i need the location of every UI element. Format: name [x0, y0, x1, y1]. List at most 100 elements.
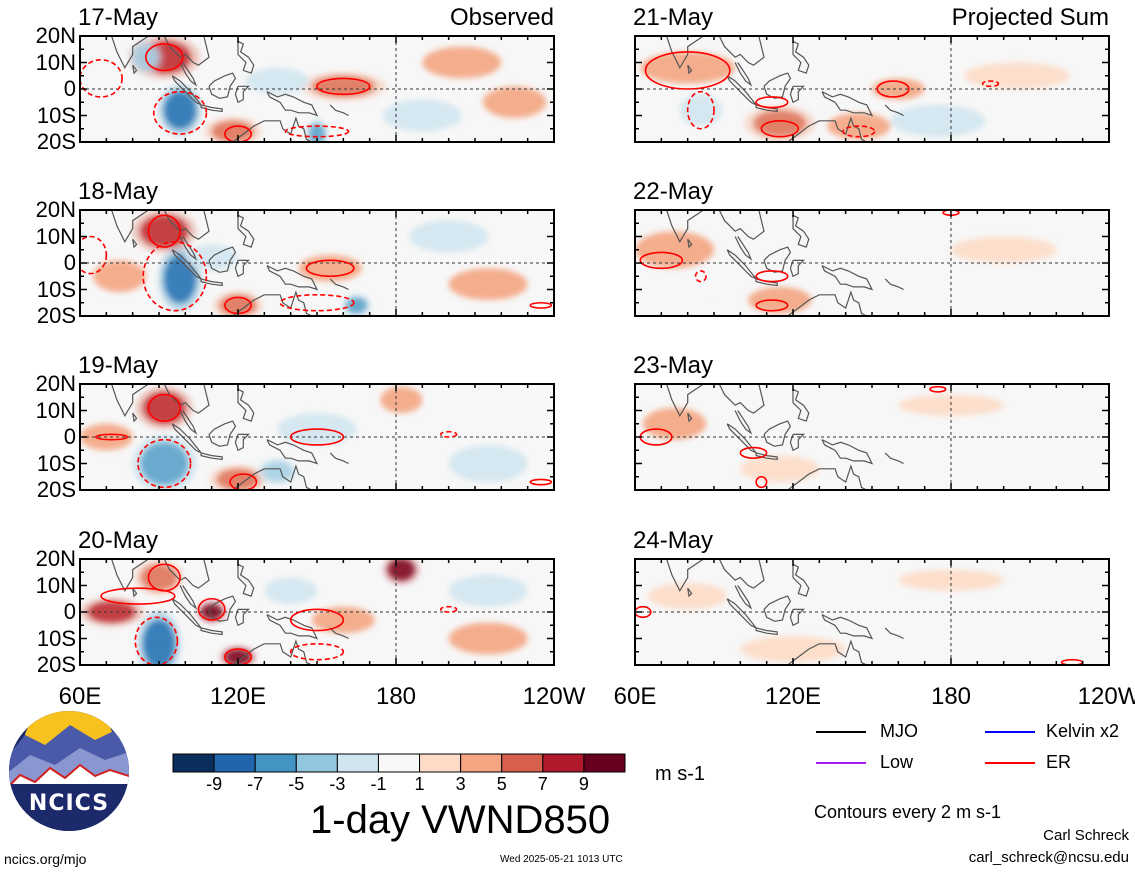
panel-corner-label: Projected Sum	[951, 4, 1109, 31]
contour-er	[142, 241, 208, 312]
coastlines	[666, 559, 904, 665]
lat-tick-label: 10S	[36, 625, 76, 651]
lat-tick-label: 20S	[36, 129, 76, 154]
logo-text: NCICS	[29, 791, 109, 816]
coastline-sumatra	[171, 249, 202, 280]
colorbar-swatch	[460, 753, 503, 773]
colorbar-tick-label: 3	[455, 774, 466, 794]
anomaly-blob	[448, 444, 528, 483]
legend-label-low: Low	[880, 752, 914, 772]
contour-er	[316, 77, 371, 96]
anomaly-halo	[209, 465, 267, 490]
coastline-australia-north	[231, 116, 312, 142]
anomaly-field	[111, 23, 547, 142]
anomaly-blob	[380, 386, 423, 414]
lat-tick-label: 20N	[35, 23, 76, 48]
colorbar-swatch	[542, 753, 585, 773]
coastlines	[111, 23, 349, 142]
lat-tick-label: 20N	[35, 371, 76, 396]
anomaly-field	[642, 384, 1004, 490]
anomaly-halo	[383, 559, 420, 584]
anomaly-blob	[890, 278, 986, 311]
anomaly-blob	[264, 577, 317, 605]
panel-title: 24-May	[633, 527, 714, 554]
panel-ticks	[79, 35, 555, 143]
coastline-australia-north	[786, 639, 867, 665]
coastline-philippines	[237, 388, 255, 422]
panel-21-May	[634, 35, 1110, 143]
coastline-australia-north	[786, 290, 867, 316]
colorbar-swatch	[254, 753, 297, 773]
coastline-australia-north	[231, 639, 312, 665]
coastline-india-coast	[666, 210, 704, 244]
anomaly-field	[80, 384, 528, 490]
coastline-malay-peninsula	[179, 410, 198, 435]
lat-tick-label: 10N	[35, 397, 76, 423]
legend-label-mjo: MJO	[880, 721, 918, 741]
panel-ticks	[634, 383, 1110, 491]
coastline-taiwan	[239, 197, 243, 205]
lat-tick-label: 0	[63, 76, 76, 101]
lon-tick-label: 120E	[764, 683, 822, 710]
contour-er	[224, 125, 252, 142]
contour-er	[289, 642, 345, 661]
colorbar-units: m s-1	[655, 763, 705, 785]
coastline-solomon-islands	[329, 278, 349, 291]
coastline-new-guinea	[821, 91, 874, 117]
contours	[100, 563, 458, 665]
panel-19-May	[79, 383, 555, 491]
anomaly-blob	[382, 99, 462, 132]
contours	[639, 210, 960, 312]
panel-title: 22-May	[633, 178, 714, 205]
lat-tick-label: 20S	[36, 652, 76, 677]
coastline-sumatra	[726, 598, 757, 629]
coastline-sumatra	[726, 249, 757, 280]
panel-ticks	[634, 35, 1110, 143]
coastline-sulawesi	[789, 608, 805, 627]
colorbar-swatch	[419, 753, 462, 773]
coastline-sulawesi	[234, 85, 250, 104]
anomaly-blobs	[128, 36, 547, 142]
anomaly-halo	[134, 559, 184, 596]
colorbar-tick-label: -5	[288, 774, 305, 794]
anomaly-halo	[213, 291, 263, 316]
anomaly-halo	[204, 117, 262, 142]
anomaly-blob	[245, 67, 310, 95]
coastline-new-guinea	[266, 614, 319, 640]
coastline-new-guinea	[821, 614, 874, 640]
anomaly-blob	[687, 263, 741, 290]
contour-er	[289, 608, 345, 632]
coastline-solomon-islands	[884, 627, 904, 640]
colorbar-tick-label: 7	[537, 774, 548, 794]
panel-ticks	[634, 558, 1110, 666]
panel-title: 21-May	[633, 4, 714, 31]
contour-er	[755, 475, 768, 489]
panel-20-May	[79, 558, 555, 666]
anomaly-halo	[744, 105, 816, 142]
contour-er	[842, 125, 876, 138]
coastline-philippines	[792, 563, 810, 597]
coastline-indochina-coast	[163, 384, 210, 414]
coastline-malay-peninsula	[734, 236, 753, 261]
coastline-java	[200, 104, 223, 113]
contour-er	[755, 270, 789, 283]
anomaly-blobs	[80, 386, 528, 490]
lat-tick-label: 10N	[35, 223, 76, 249]
anomaly-halo	[300, 72, 386, 101]
coastline-india-coast	[666, 384, 704, 418]
coastline-new-guinea	[821, 439, 874, 465]
coastline-taiwan	[794, 197, 798, 205]
contour-er	[529, 301, 553, 309]
lon-tick-label: 60E	[58, 683, 102, 710]
coastline-indochina-coast	[163, 559, 210, 589]
lon-tick-label: 60E	[613, 683, 657, 710]
contour-er	[760, 120, 800, 138]
coastline-sulawesi	[789, 259, 805, 278]
contour-er	[529, 478, 553, 486]
colorbar-swatch	[295, 753, 338, 773]
anomaly-field	[635, 197, 1057, 316]
lat-tick-label: 10S	[36, 450, 76, 476]
coastline-taiwan	[239, 23, 243, 31]
coastlines	[666, 384, 904, 490]
anomaly-blob	[890, 104, 986, 137]
